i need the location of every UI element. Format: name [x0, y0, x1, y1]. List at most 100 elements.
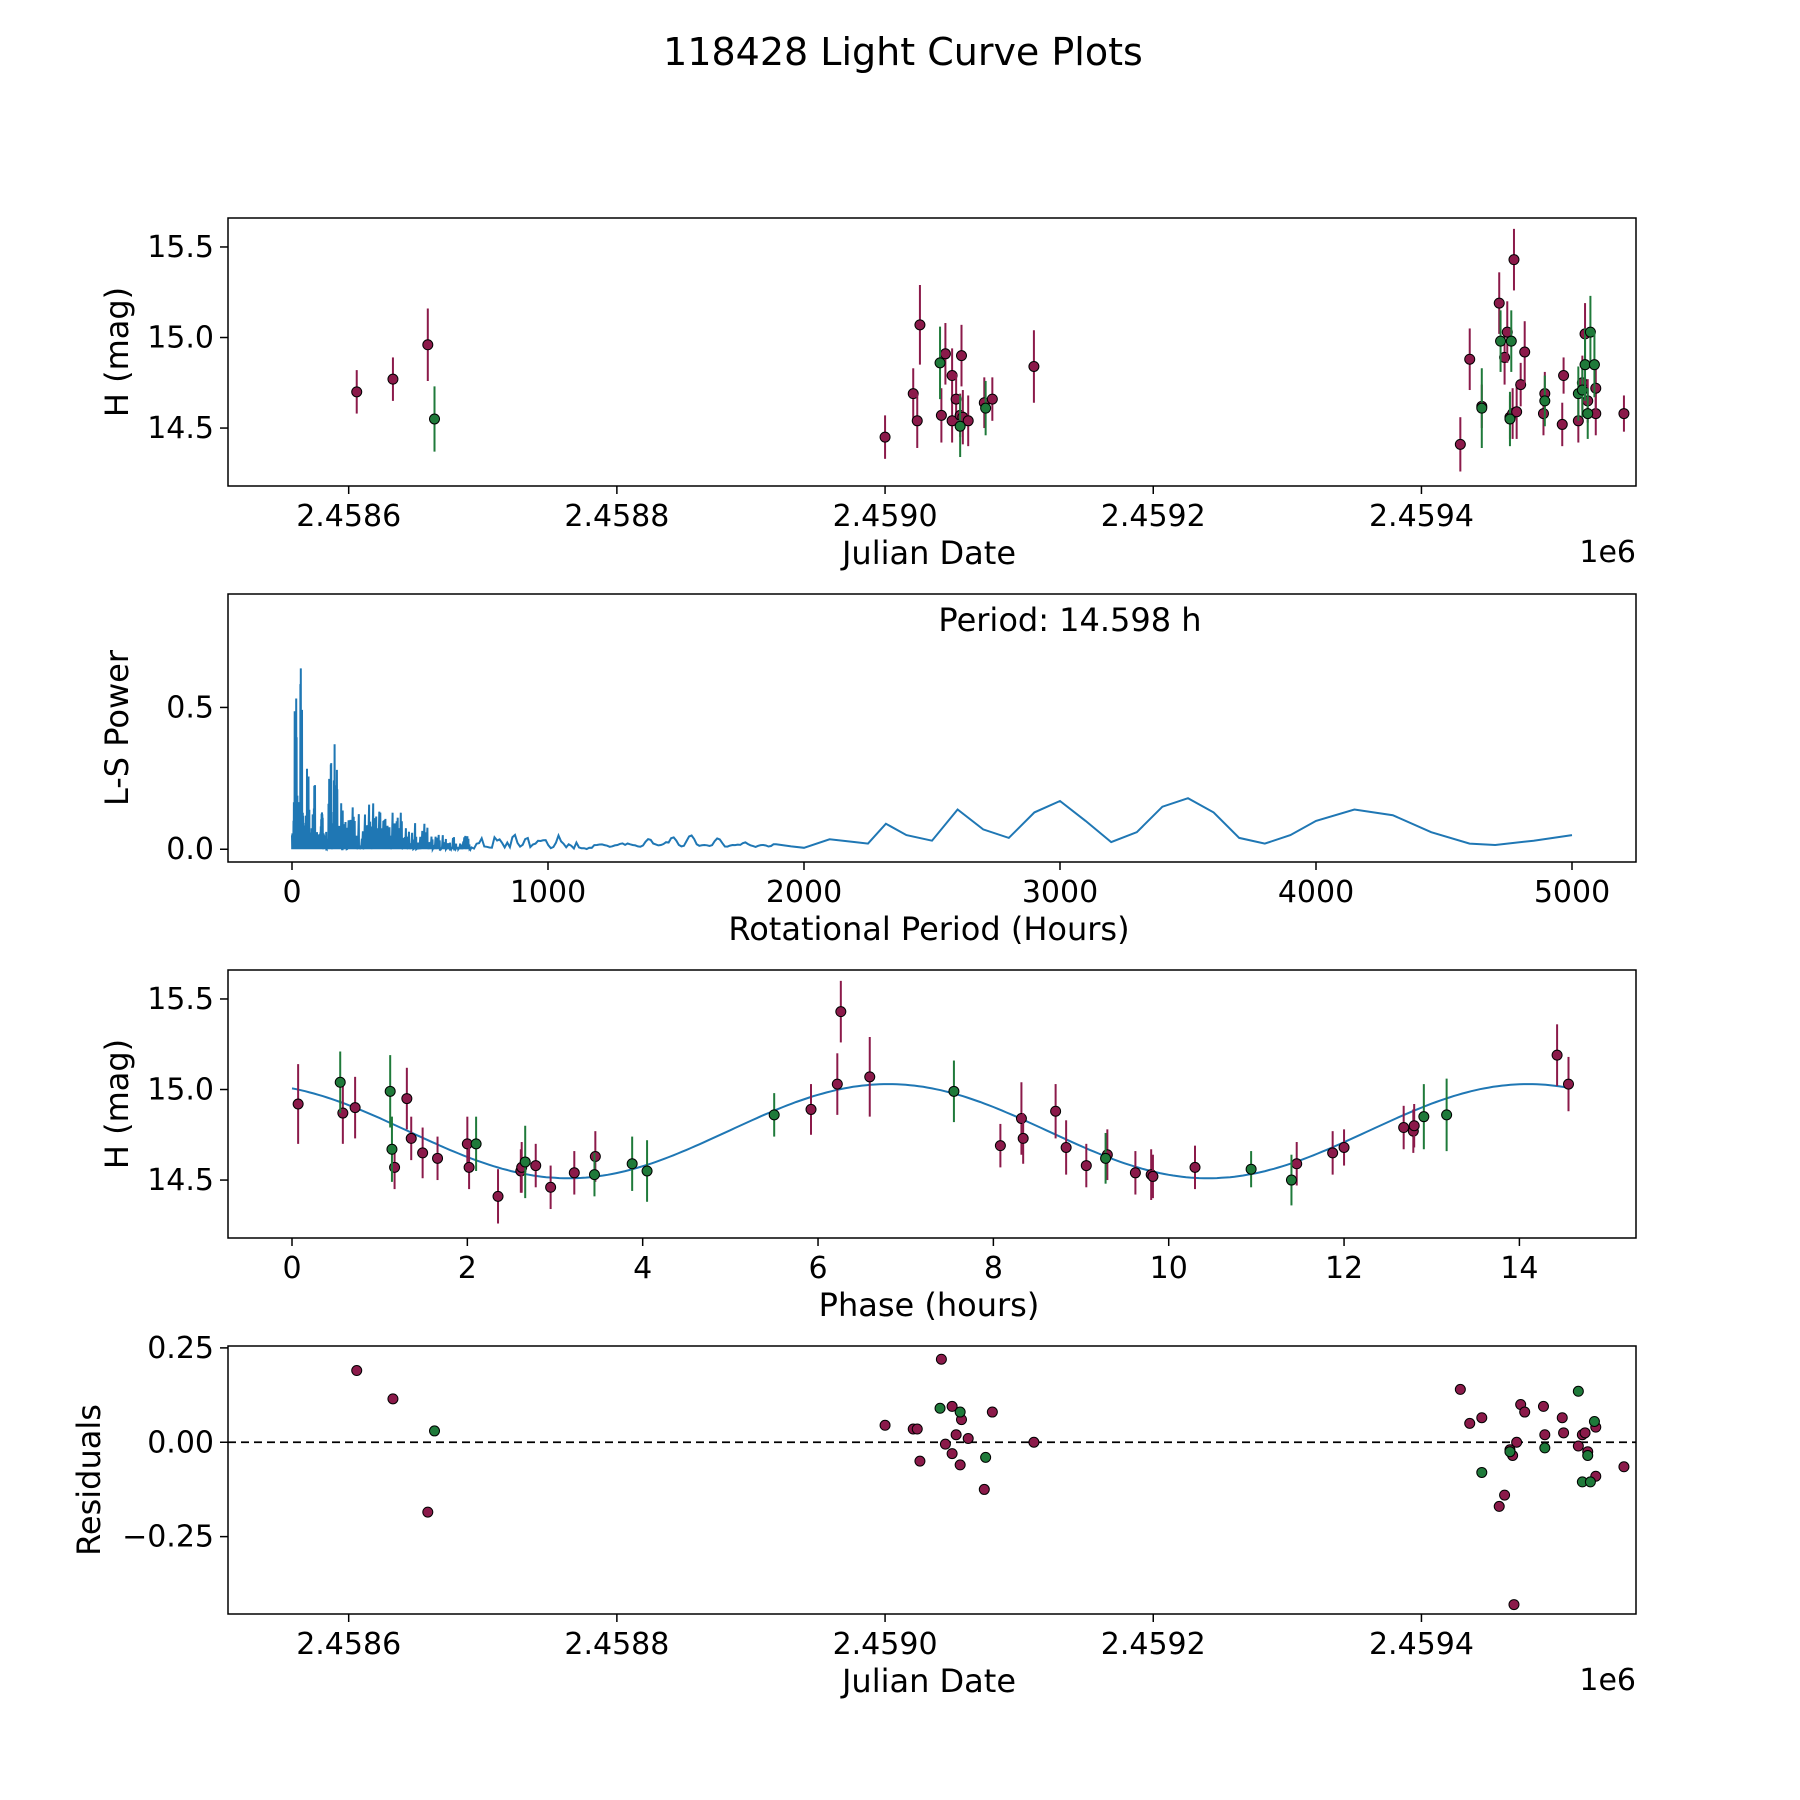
- data-point: [1539, 395, 1551, 407]
- data-point: [1493, 297, 1505, 309]
- data-point: [422, 339, 434, 351]
- data-point: [835, 1006, 847, 1018]
- data-point: [1582, 1449, 1594, 1461]
- data-point: [1060, 1141, 1072, 1153]
- data-point: [545, 1181, 557, 1193]
- y-tick-label: 0.5: [166, 690, 214, 725]
- data-point: [1618, 408, 1630, 420]
- data-point: [429, 413, 441, 425]
- data-point: [1464, 353, 1476, 365]
- y-axis-label: L-S Power: [98, 649, 136, 806]
- data-point: [954, 420, 966, 432]
- data-point: [939, 1438, 951, 1450]
- data-point: [1189, 1161, 1201, 1173]
- x-offset-label: 1e6: [1579, 535, 1636, 570]
- data-point: [934, 357, 946, 369]
- x-tick-label: 3000: [1022, 875, 1098, 910]
- data-point: [1579, 359, 1591, 371]
- data-point: [962, 415, 974, 427]
- x-tick-label: 5000: [1534, 875, 1610, 910]
- x-tick-label: 2.4592: [1101, 1627, 1206, 1662]
- data-point: [1493, 1500, 1505, 1512]
- data-point: [1291, 1158, 1303, 1170]
- data-point: [939, 348, 951, 360]
- data-point: [935, 409, 947, 421]
- data-point: [1441, 1109, 1453, 1121]
- data-point: [1464, 1417, 1476, 1429]
- data-point: [805, 1103, 817, 1115]
- data-point: [879, 1419, 891, 1431]
- data-point: [768, 1109, 780, 1121]
- data-point: [1454, 1383, 1466, 1395]
- data-point: [432, 1152, 444, 1164]
- y-tick-label: 0.25: [147, 1331, 214, 1366]
- data-point: [1511, 406, 1523, 418]
- data-point: [519, 1156, 531, 1168]
- x-tick-label: 2.4592: [1101, 499, 1206, 534]
- data-point: [1476, 1412, 1488, 1424]
- data-point: [978, 1483, 990, 1495]
- data-point: [1050, 1105, 1062, 1117]
- data-point: [1147, 1170, 1159, 1182]
- data-point: [994, 1140, 1006, 1152]
- axes-frame: [227, 1345, 1637, 1615]
- data-point: [349, 1102, 361, 1114]
- data-point: [351, 386, 363, 398]
- data-point: [1499, 1489, 1511, 1501]
- y-tick-label: 15.0: [147, 321, 214, 356]
- figure-title: 118428 Light Curve Plots: [663, 30, 1143, 74]
- data-point: [334, 1076, 346, 1088]
- y-tick-label: 15.0: [147, 1073, 214, 1108]
- plot-area: [291, 980, 1574, 1224]
- data-point: [1537, 408, 1549, 420]
- data-point: [1129, 1167, 1141, 1179]
- data-point: [1504, 413, 1516, 425]
- x-tick-label: 2.4588: [564, 499, 669, 534]
- data-point: [1584, 1476, 1596, 1488]
- data-point: [1539, 1429, 1551, 1441]
- data-point: [1590, 382, 1602, 394]
- data-point: [1408, 1120, 1420, 1132]
- x-tick-label: 2.4590: [833, 499, 938, 534]
- data-point: [1556, 418, 1568, 430]
- data-point: [387, 373, 399, 385]
- data-point: [1508, 254, 1520, 266]
- x-tick-label: 2.4588: [564, 1627, 669, 1662]
- y-tick-label: 15.5: [147, 982, 214, 1017]
- data-point: [935, 1353, 947, 1365]
- data-point: [1338, 1141, 1350, 1153]
- data-point: [914, 1455, 926, 1467]
- data-point: [911, 415, 923, 427]
- data-point: [1028, 1436, 1040, 1448]
- data-point: [470, 1138, 482, 1150]
- data-point: [1519, 346, 1531, 358]
- x-tick-label: 2.4586: [296, 499, 401, 534]
- data-point: [954, 1406, 966, 1418]
- data-point: [1476, 402, 1488, 414]
- data-point: [1100, 1152, 1112, 1164]
- x-axis-label: Julian Date: [840, 1662, 1016, 1700]
- data-point: [1537, 1400, 1549, 1412]
- data-point: [386, 1143, 398, 1155]
- plot-area: [351, 228, 1630, 472]
- y-axis-label: H (mag): [98, 287, 136, 417]
- data-point: [1558, 370, 1570, 382]
- data-point: [1618, 1461, 1630, 1473]
- data-point: [1558, 1427, 1570, 1439]
- data-point: [1539, 1442, 1551, 1454]
- data-point: [1588, 359, 1600, 371]
- data-point: [588, 1169, 600, 1181]
- data-point: [401, 1093, 413, 1105]
- data-point: [1028, 360, 1040, 372]
- data-point: [954, 1459, 966, 1471]
- y-axis-label: H (mag): [98, 1039, 136, 1169]
- data-point: [980, 1451, 992, 1463]
- axes-frame: [227, 217, 1637, 487]
- data-point: [1582, 408, 1594, 420]
- x-tick-label: 1000: [510, 875, 586, 910]
- data-point: [1495, 335, 1507, 347]
- data-point: [1579, 1427, 1591, 1439]
- data-point: [1515, 379, 1527, 391]
- data-point: [1562, 1078, 1574, 1090]
